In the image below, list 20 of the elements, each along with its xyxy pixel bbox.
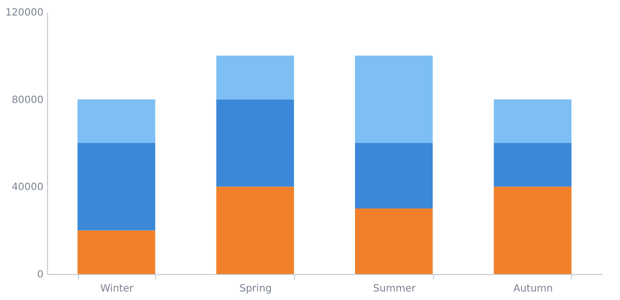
x-tick-label: Spring [239,284,272,294]
x-tick-label: Autumn [513,284,553,294]
y-tick-label: 80000 [12,94,44,106]
bar [355,208,433,274]
x-tick-label: Winter [100,284,134,294]
bar [78,99,156,143]
bar [494,99,572,143]
y-tick-label: 40000 [12,182,44,194]
bar [78,230,156,274]
bar [216,186,294,274]
y-tick-label: 0 [37,270,44,280]
bar [216,56,294,100]
y-tick-label: 120000 [5,8,44,18]
bar [494,143,572,187]
bar [216,99,294,187]
bar [78,143,156,230]
bar [355,143,433,208]
bar [494,186,572,274]
x-tick-label: Summer [373,284,416,294]
bar [355,56,433,143]
